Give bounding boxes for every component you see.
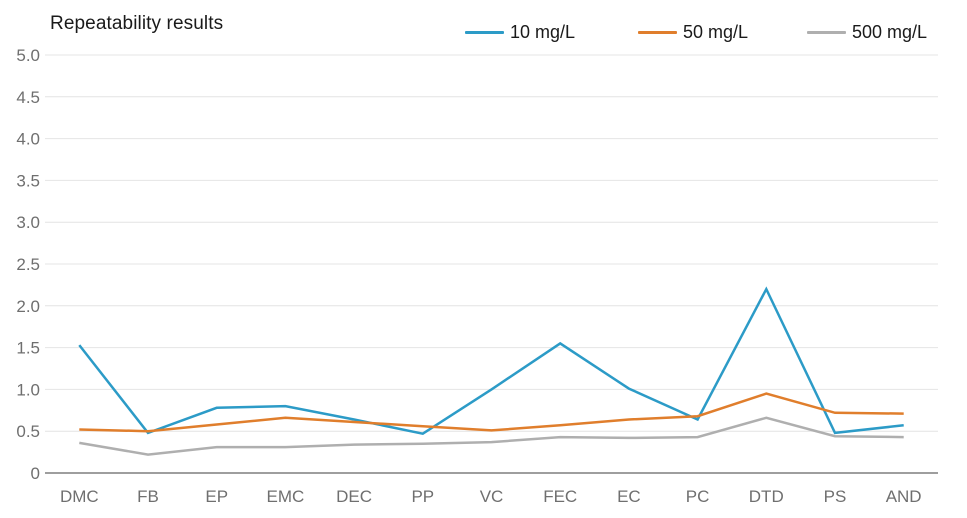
y-tick-label: 0 [31, 464, 40, 483]
y-tick-label: 5.0 [16, 46, 40, 65]
x-tick-label: PP [411, 487, 434, 506]
legend-line-gray-icon [807, 30, 846, 34]
y-tick-label: 0.5 [16, 422, 40, 441]
x-tick-label: EC [617, 487, 641, 506]
legend-label-500mgL: 500 mg/L [852, 21, 928, 42]
y-tick-label: 3.5 [16, 171, 40, 190]
y-tick-label: 4.5 [16, 88, 40, 107]
x-tick-label: FEC [543, 487, 577, 506]
y-tick-label: 1.5 [16, 339, 40, 358]
legend-item-50mgL: 50 mg/L [638, 20, 748, 44]
chart-title: Repeatability results [50, 13, 224, 34]
y-tick-label: 3.0 [16, 213, 40, 232]
series-line-10-mg-l [78, 286, 904, 436]
legend-line-orange-icon [638, 30, 677, 34]
y-tick-label: 2.0 [16, 297, 40, 316]
x-tick-label: EMC [267, 487, 305, 506]
y-tick-label: 4.0 [16, 130, 40, 149]
legend-label-10mgL: 10 mg/L [510, 21, 576, 42]
x-tick-label: DMC [60, 487, 99, 506]
x-tick-label: PS [824, 487, 847, 506]
x-tick-label: EP [205, 487, 228, 506]
x-tick-label: DTD [749, 487, 784, 506]
x-tick-label: FB [137, 487, 159, 506]
legend-item-10mgL: 10 mg/L [465, 20, 575, 44]
x-tick-label: DEC [336, 487, 372, 506]
series-line-500-mg-l [79, 416, 904, 456]
y-tick-label: 2.5 [16, 255, 40, 274]
legend-label-50mgL: 50 mg/L [683, 21, 749, 42]
series-line-50-mg-l [79, 392, 904, 433]
x-tick-label: VC [480, 487, 504, 506]
x-tick-label: AND [886, 487, 922, 506]
legend-line-blue-icon [465, 30, 504, 34]
legend-item-500mgL: 500 mg/L [807, 20, 927, 44]
y-tick-label: 1.0 [16, 380, 40, 399]
x-tick-label: PC [686, 487, 710, 506]
